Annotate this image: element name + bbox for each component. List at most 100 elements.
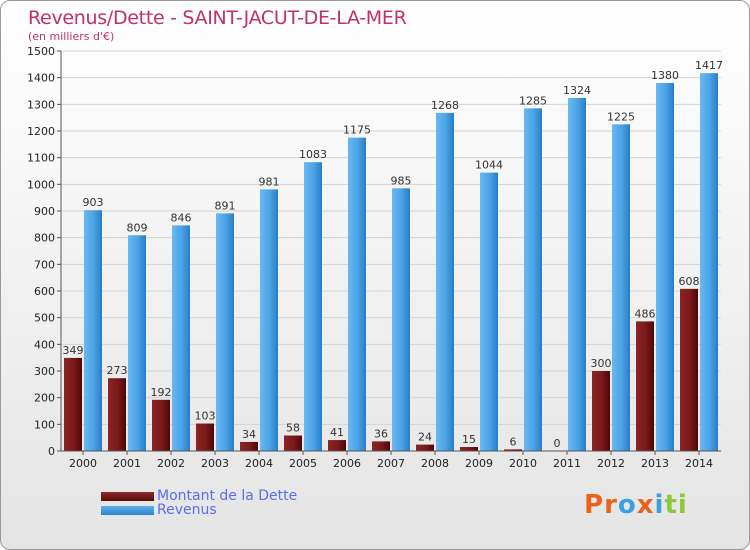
axes: 0 100 200 300 400 500 600 700 800 900 1000 1100 1200…	[27, 45, 721, 470]
bar-revenue	[348, 137, 366, 451]
bar-debt	[240, 441, 258, 451]
x-tick-label: 2006	[333, 457, 361, 470]
bar-revenue	[128, 235, 146, 451]
proxiti-logo: Proxiti	[584, 490, 688, 520]
x-tick-label: 2012	[597, 457, 625, 470]
data-label-revenue: 1380	[651, 69, 679, 82]
y-tick-label: 900	[34, 205, 55, 218]
data-label-debt: 349	[63, 344, 84, 357]
x-tick-label: 2007	[377, 457, 405, 470]
logo-letter: x	[636, 490, 655, 520]
x-tick-label: 2013	[641, 457, 669, 470]
bar-debt	[460, 447, 478, 451]
chart-title: Revenus/Dette - SAINT-JACUT-DE-LA-MER	[28, 7, 407, 29]
y-tick-label: 1400	[27, 72, 55, 85]
legend-label-debt: Montant de la Dette	[157, 488, 298, 504]
legend-item-debt: Montant de la Dette	[101, 488, 297, 504]
data-label-debt: 36	[374, 427, 388, 440]
data-label-debt: 103	[195, 410, 216, 423]
x-tick-label: 2002	[157, 457, 185, 470]
data-label-debt: 192	[151, 386, 172, 399]
data-label-revenue: 1324	[563, 84, 591, 97]
data-label-debt: 0	[554, 437, 561, 450]
data-label-debt: 24	[418, 431, 432, 444]
y-tick-label: 1300	[27, 98, 55, 111]
x-tick-label: 2000	[69, 457, 97, 470]
data-label-revenue: 1268	[431, 99, 459, 112]
y-tick-label: 700	[34, 258, 55, 271]
bar-debt	[636, 321, 654, 451]
legend-label-revenue: Revenus	[157, 502, 217, 518]
bar-debt	[372, 441, 390, 451]
logo-letter: t	[664, 490, 678, 520]
data-label-debt: 6	[510, 435, 517, 448]
bar-debt	[64, 357, 82, 451]
legend-item-revenue: Revenus	[101, 502, 217, 518]
data-label-revenue: 891	[215, 199, 236, 212]
y-tick-label: 100	[34, 418, 55, 431]
data-label-revenue: 903	[83, 196, 104, 209]
chart-subtitle: (en milliers d'€)	[28, 30, 115, 43]
data-labels: 349 903 273 809 192 846 103 891 34 981 58 1083 41 117…	[63, 59, 724, 450]
x-tick-label: 2008	[421, 457, 449, 470]
y-tick-label: 500	[34, 312, 55, 325]
bar-revenue	[172, 225, 190, 451]
x-tick-label: 2004	[245, 457, 273, 470]
data-label-debt: 58	[286, 422, 300, 435]
bar-debt	[328, 440, 346, 451]
y-tick-label: 600	[34, 285, 55, 298]
y-tick-label: 1200	[27, 125, 55, 138]
bar-revenue	[700, 73, 718, 451]
x-tick-label: 2005	[289, 457, 317, 470]
x-tick-label: 2010	[509, 457, 537, 470]
bar-revenue	[216, 213, 234, 451]
bar-revenue	[304, 162, 322, 451]
y-tick-label: 400	[34, 338, 55, 351]
bar-revenue	[436, 112, 454, 451]
data-label-debt: 41	[330, 426, 344, 439]
data-label-revenue: 1417	[695, 59, 723, 72]
x-tick-label: 2009	[465, 457, 493, 470]
data-label-revenue: 1044	[475, 159, 503, 172]
y-tick-label: 800	[34, 232, 55, 245]
legend-swatch-revenue	[101, 505, 154, 515]
y-tick-label: 1100	[27, 152, 55, 165]
bars	[64, 73, 718, 452]
bar-revenue	[260, 189, 278, 451]
data-label-debt: 15	[462, 433, 476, 446]
y-tick-label: 1500	[27, 45, 55, 58]
grid-lines	[61, 50, 721, 452]
data-label-revenue: 1285	[519, 94, 547, 107]
data-label-revenue: 1083	[299, 148, 327, 161]
y-tick-label: 300	[34, 365, 55, 378]
data-label-debt: 608	[679, 275, 700, 288]
bar-revenue	[656, 83, 674, 451]
data-label-revenue: 846	[171, 211, 192, 224]
data-label-debt: 486	[635, 307, 656, 320]
data-label-revenue: 981	[259, 175, 280, 188]
logo-letter: P	[584, 490, 605, 520]
bar-debt	[504, 449, 522, 451]
data-label-debt: 273	[107, 364, 128, 377]
x-tick-label: 2011	[553, 457, 581, 470]
x-tick-label: 2014	[685, 457, 713, 470]
x-tick-label: 2001	[113, 457, 141, 470]
data-label-revenue: 809	[127, 221, 148, 234]
bar-revenue	[612, 124, 630, 451]
bar-debt	[152, 399, 170, 451]
logo-letter: i	[677, 490, 688, 520]
bar-debt	[108, 378, 126, 451]
bar-revenue	[392, 188, 410, 452]
bar-debt	[680, 288, 698, 451]
x-tick-label: 2003	[201, 457, 229, 470]
bar-revenue	[524, 108, 542, 451]
bar-debt	[284, 435, 302, 451]
y-tick-label: 1000	[27, 178, 55, 191]
data-label-revenue: 1225	[607, 110, 635, 123]
data-label-debt: 300	[591, 357, 612, 370]
logo-letter: r	[604, 490, 618, 520]
bar-revenue	[480, 172, 498, 451]
logo-letter: o	[617, 490, 637, 520]
